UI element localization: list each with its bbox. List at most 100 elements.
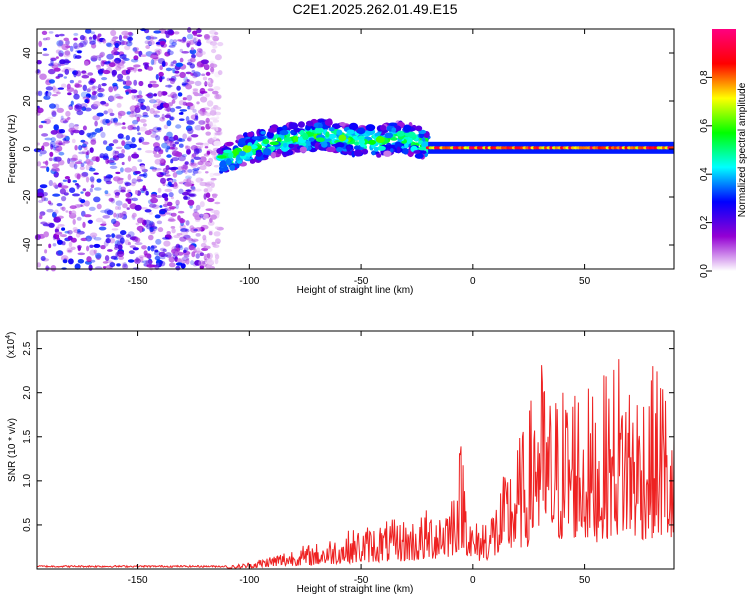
noise-blob <box>157 48 162 55</box>
noise-blob <box>166 231 171 235</box>
noise-blob <box>98 52 104 58</box>
noise-blob <box>102 69 111 75</box>
band-blob <box>293 136 299 142</box>
noise-blob <box>79 34 85 41</box>
band-blob <box>225 158 232 165</box>
noise-blob <box>172 60 177 64</box>
noise-blob <box>150 134 159 138</box>
noise-blob <box>155 135 161 141</box>
noise-blob <box>107 249 113 252</box>
noise-blob <box>159 65 163 71</box>
noise-blob <box>87 72 94 76</box>
noise-blob <box>60 115 64 121</box>
noise-blob <box>47 116 54 120</box>
noise-blob <box>170 226 176 229</box>
noise-blob <box>86 150 90 156</box>
noise-blob <box>127 125 134 131</box>
noise-blob <box>156 127 162 131</box>
noise-blob <box>165 252 172 258</box>
noise-blob <box>57 250 63 256</box>
band-blob <box>249 158 256 164</box>
noise-blob <box>136 116 141 122</box>
noise-blob <box>86 88 91 93</box>
band-blob <box>247 145 252 152</box>
noise-blob <box>112 60 121 67</box>
noise-blob <box>209 159 213 163</box>
noise-blob <box>203 161 211 167</box>
noise-blob <box>43 231 49 238</box>
snr-multiplier-close: ) <box>6 332 17 335</box>
noise-blob <box>80 103 88 109</box>
noise-blob <box>72 129 81 134</box>
noise-blob <box>137 132 142 135</box>
noise-blob <box>171 149 177 154</box>
snr-xlabel: Height of straight line (km) <box>297 584 414 595</box>
band-blob <box>365 124 376 132</box>
noise-blob <box>125 91 129 95</box>
noise-blob <box>185 71 192 75</box>
noise-blob <box>147 246 151 251</box>
noise-blob <box>56 107 64 113</box>
noise-blob <box>186 79 190 82</box>
noise-blob <box>131 94 136 100</box>
noise-blob <box>194 80 202 87</box>
noise-blob <box>162 248 167 253</box>
colorbar: 0.0 0.2 0.4 0.6 0.8 Normalized spectral ampl… <box>699 29 748 278</box>
band-blob <box>216 155 227 159</box>
band-blob <box>356 127 366 135</box>
noise-blob <box>158 71 164 77</box>
noise-blob <box>172 178 177 183</box>
noise-blob <box>64 176 70 180</box>
noise-blob <box>126 66 135 71</box>
noise-blob <box>115 206 119 210</box>
band-blob <box>376 153 382 158</box>
noise-blob <box>67 104 72 109</box>
band-blob <box>290 129 295 135</box>
noise-blob <box>148 129 154 132</box>
noise-blob <box>109 112 115 117</box>
noise-blob <box>36 262 41 268</box>
noise-blob <box>108 143 115 147</box>
noise-blob <box>142 260 150 264</box>
noise-blob <box>158 210 166 215</box>
noise-blob <box>85 176 90 183</box>
noise-blob <box>189 63 195 69</box>
noise-blob <box>61 196 67 202</box>
noise-blob <box>79 40 87 48</box>
spectrogram-xtick-label: -150 <box>128 276 148 287</box>
noise-blob <box>193 228 198 232</box>
noise-blob <box>39 165 48 169</box>
noise-blob <box>82 125 87 131</box>
noise-blob <box>171 93 178 100</box>
noise-blob <box>153 30 162 34</box>
noise-blob <box>182 97 187 101</box>
noise-blob <box>48 243 52 249</box>
noise-blob <box>121 140 126 147</box>
noise-blob <box>183 163 188 170</box>
noise-blob <box>208 231 213 236</box>
noise-blob <box>44 137 53 141</box>
band-blob <box>402 148 409 155</box>
noise-blob <box>203 64 210 71</box>
noise-blob <box>214 254 220 260</box>
noise-blob <box>84 146 88 151</box>
noise-blob <box>187 27 192 33</box>
band-blob <box>260 131 266 135</box>
noise-blob <box>96 178 102 183</box>
noise-blob <box>107 108 114 114</box>
noise-blob <box>61 241 66 246</box>
band-blob <box>268 127 278 133</box>
noise-blob <box>93 243 101 248</box>
noise-blob <box>108 197 114 202</box>
noise-blob <box>174 70 180 74</box>
noise-blob <box>139 126 147 132</box>
noise-blob <box>115 96 124 99</box>
noise-blob <box>182 133 188 140</box>
noise-blob <box>66 247 73 254</box>
noise-blob <box>155 171 160 175</box>
noise-blob <box>134 114 142 119</box>
noise-blob <box>190 134 199 138</box>
noise-blob <box>187 105 191 110</box>
noise-blob <box>46 80 50 83</box>
noise-blob <box>124 182 132 187</box>
